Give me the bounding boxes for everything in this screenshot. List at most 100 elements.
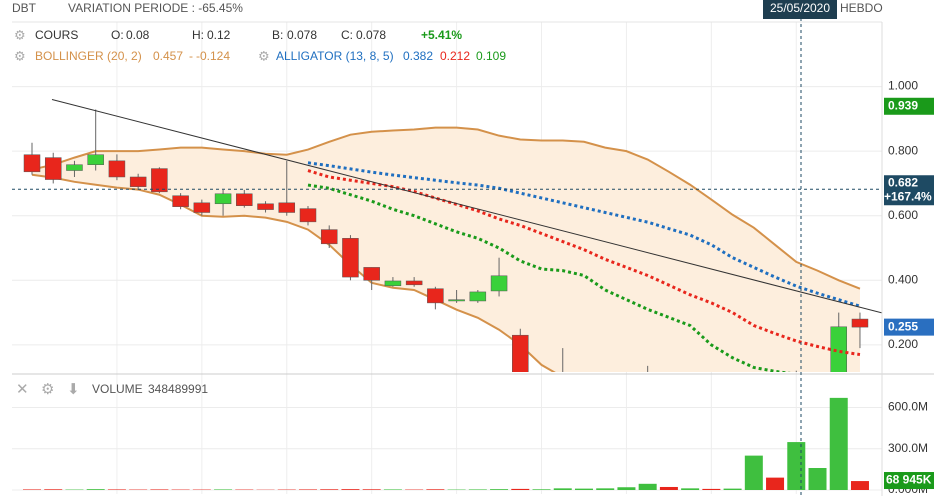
candle-body <box>810 380 826 384</box>
bollinger-band <box>32 127 860 372</box>
candle-body <box>661 374 677 379</box>
volume-title: VOLUME <box>92 382 143 396</box>
bollinger-lower-readout: -0.124 <box>196 49 230 63</box>
y-tick-label: 0.800 <box>888 143 918 157</box>
candle-body <box>172 195 189 207</box>
candle-body <box>490 275 508 292</box>
date: 25/05/2020 <box>770 1 830 15</box>
volume-bar <box>86 489 105 490</box>
candle-body <box>129 176 147 187</box>
volume-bar <box>341 489 360 490</box>
volume-bar <box>150 489 169 490</box>
candle-body <box>597 376 613 378</box>
date-box <box>763 0 837 19</box>
price-marker-label: 0.939 <box>888 98 918 112</box>
volume-bar <box>214 489 233 490</box>
settings-icon[interactable]: ⚙ <box>14 27 26 42</box>
candle-body <box>257 203 274 210</box>
volume-bar <box>617 487 636 490</box>
candle-body <box>576 377 592 379</box>
volume-bar <box>787 442 806 490</box>
volume-readout: 348489991 <box>148 382 208 396</box>
candle-body <box>44 157 62 180</box>
candle-body <box>405 280 423 286</box>
settings-icon[interactable]: ⚙ <box>258 48 270 63</box>
close-icon[interactable]: ✕ <box>16 381 29 398</box>
price-marker <box>884 318 934 336</box>
volume-bar <box>808 468 827 490</box>
price-marker <box>884 97 934 115</box>
candle-body <box>66 164 83 171</box>
candle-body <box>299 208 317 223</box>
volume-bar <box>490 489 509 490</box>
candle-body <box>278 202 296 213</box>
legend-high: 0.12 <box>207 28 231 42</box>
bollinger-lower <box>31 173 556 372</box>
legend-bollinger: BOLLINGER (20, 2) <box>35 49 142 63</box>
candle-body <box>512 334 529 372</box>
volume-bar <box>638 483 657 490</box>
legend-open: 0.08 <box>126 28 150 42</box>
volume-bar <box>702 488 721 490</box>
variation: VARIATION PERIODE : -65.45% <box>68 1 243 15</box>
candle-body <box>23 154 41 173</box>
legend-close-label: C: <box>341 28 353 42</box>
candle-body <box>555 379 571 381</box>
symbol: DBT <box>12 1 37 15</box>
volume-bar <box>23 489 41 490</box>
y-tick-label: 0.400 <box>888 272 918 286</box>
price-marker-change: +167.4% <box>884 189 932 203</box>
y-tick-label: 600.0M <box>888 400 928 414</box>
candle-body <box>448 299 465 302</box>
bollinger-separator: - <box>189 49 193 63</box>
legend-low: 0.078 <box>287 28 317 42</box>
alligator-readout: 0.212 <box>440 49 470 63</box>
candle-body <box>767 377 783 382</box>
candle-body <box>151 168 168 193</box>
candle-body <box>384 280 402 287</box>
legend-open-label: O: <box>111 28 124 42</box>
volume-bar <box>44 489 63 490</box>
period: HEBDO <box>840 1 883 15</box>
candle-body <box>746 377 762 379</box>
legend-alligator: ALLIGATOR (13, 8, 5) <box>276 49 394 63</box>
download-icon[interactable]: ⬇ <box>67 381 80 398</box>
volume-bar <box>426 489 445 490</box>
trendline <box>51 99 882 314</box>
bollinger-upper <box>31 126 861 290</box>
y-tick-label: 300.0M <box>888 441 928 455</box>
volume-bar <box>850 481 869 490</box>
bollinger-upper-readout: 0.457 <box>153 49 183 63</box>
alligator-readout: 0.382 <box>403 49 433 63</box>
legend-high-label: H: <box>192 28 204 42</box>
settings-icon[interactable]: ⚙ <box>41 381 54 398</box>
alligator-line <box>307 169 861 357</box>
y-tick-label: 1.000 <box>888 79 918 93</box>
price-marker <box>884 175 934 206</box>
legend-low-label: B: <box>272 28 283 42</box>
settings-icon[interactable]: ⚙ <box>14 48 26 63</box>
y-tick-label: 0.600 <box>888 208 918 222</box>
volume-bar <box>362 489 381 490</box>
legend-change: +5.41% <box>421 28 462 42</box>
volume-bar <box>766 477 785 490</box>
candle-body <box>214 193 232 205</box>
candle-body <box>851 318 869 328</box>
volume-bar <box>320 489 339 490</box>
volume-bar <box>574 488 593 490</box>
volume-bar <box>659 486 678 490</box>
volume-bar <box>681 488 700 490</box>
candle-body <box>236 193 253 206</box>
volume-bar <box>596 488 615 490</box>
legend-close: 0.078 <box>356 28 386 42</box>
alligator-line <box>307 161 861 308</box>
price-marker-label: 0.255 <box>888 319 918 333</box>
legend-cours: COURS <box>35 28 78 42</box>
candle-body <box>427 288 444 304</box>
volume-marker-label: 68 945K <box>886 473 932 487</box>
candle-body <box>830 326 847 372</box>
volume-marker <box>884 472 934 490</box>
candle-body <box>108 160 126 178</box>
volume-bar <box>511 488 530 490</box>
